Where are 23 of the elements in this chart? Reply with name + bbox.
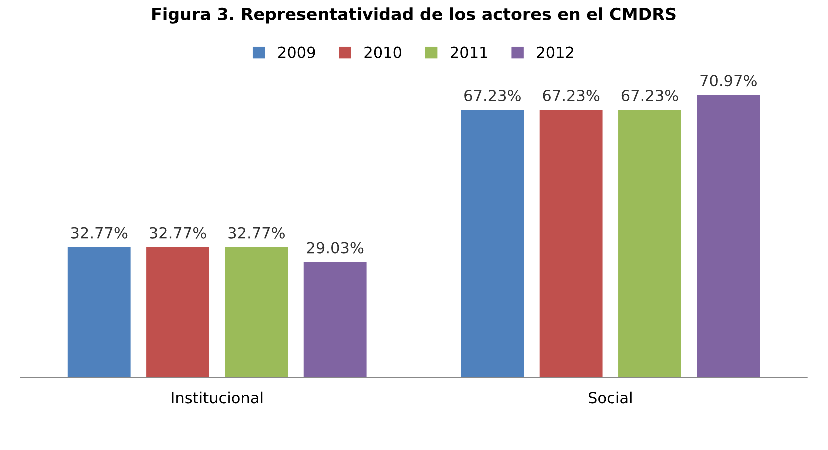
data-label: 70.97%: [700, 75, 757, 87]
data-label: 67.23%: [464, 90, 521, 102]
legend-label: 2012: [537, 46, 574, 58]
bar: [697, 95, 760, 378]
chart-title: Figura 3. Representatividad de los actores en el CMDRS: [152, 8, 676, 24]
data-label: 67.23%: [622, 90, 678, 102]
bar: [618, 110, 682, 378]
legend-label: 2011: [451, 46, 488, 58]
data-label: 32.77%: [228, 227, 285, 239]
legend-label: 2009: [278, 46, 316, 58]
bar: [146, 247, 210, 378]
data-label: 29.03%: [307, 242, 364, 254]
data-label: 67.23%: [543, 90, 600, 102]
bar: [461, 110, 524, 378]
bar: [225, 247, 288, 378]
x-tick-label: Institucional: [172, 392, 263, 404]
data-label: 32.77%: [71, 227, 128, 239]
legend-label: 2010: [364, 46, 402, 58]
bar: [68, 247, 131, 378]
bar: [540, 110, 603, 378]
bar: [304, 262, 367, 378]
data-label: 32.77%: [150, 227, 206, 239]
x-tick-label: Social: [589, 392, 632, 404]
